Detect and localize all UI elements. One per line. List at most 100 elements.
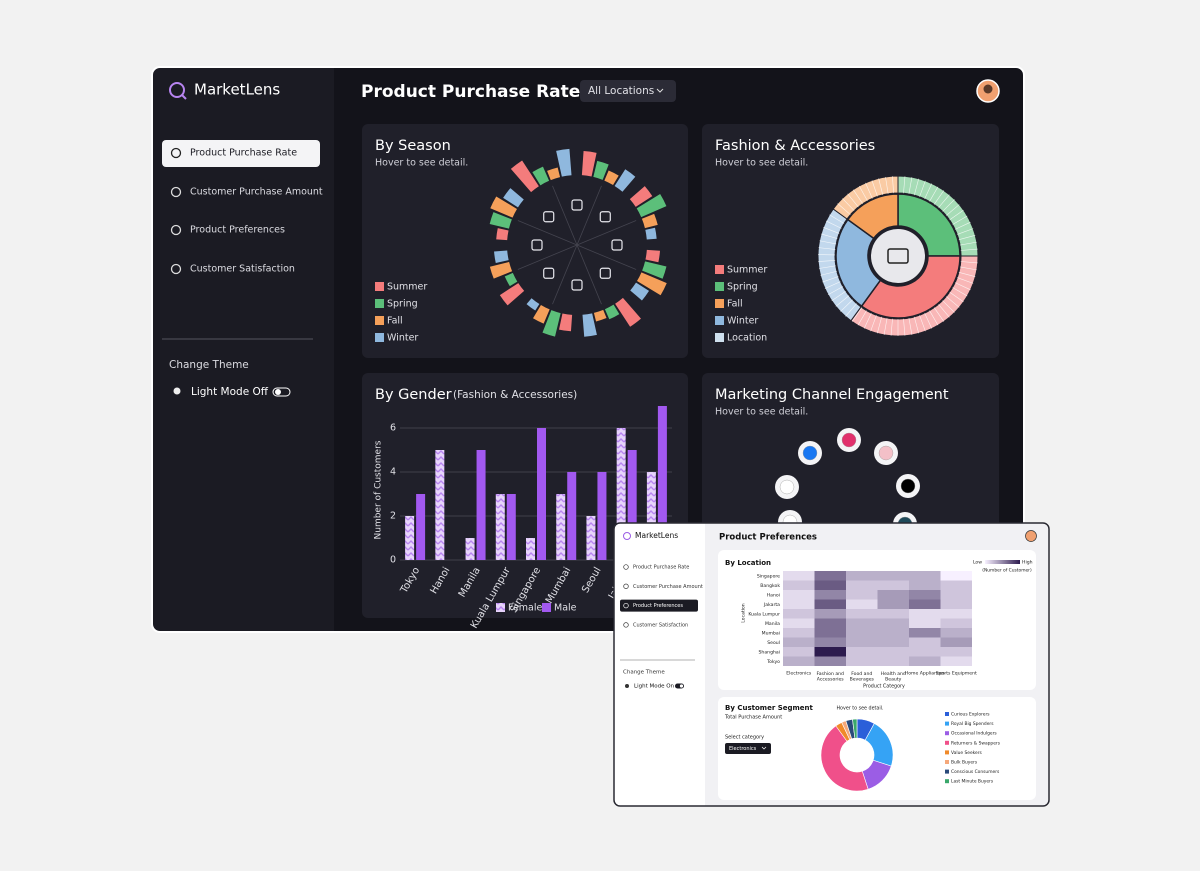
nav-active[interactable] bbox=[162, 140, 320, 167]
sunburst-slice-line bbox=[865, 182, 873, 199]
legend-swatch bbox=[375, 299, 384, 308]
legend-swatch bbox=[715, 299, 724, 308]
legend-swatch bbox=[715, 333, 724, 342]
location-filter[interactable] bbox=[580, 80, 676, 102]
radial-bar bbox=[532, 166, 550, 186]
sunburst-slice-line bbox=[858, 185, 868, 202]
heat-cell bbox=[877, 637, 909, 647]
heat-cell bbox=[846, 590, 878, 600]
category-icon bbox=[571, 279, 583, 291]
y-axis-label: Number of Customers bbox=[374, 440, 384, 539]
radial-bar bbox=[489, 261, 513, 279]
nav-icon bbox=[623, 602, 629, 609]
radial-bar bbox=[614, 169, 636, 192]
sunburst-slice-line bbox=[919, 180, 926, 197]
heat-cell bbox=[814, 590, 846, 600]
radial-bar bbox=[604, 304, 620, 320]
legend-swatch bbox=[945, 721, 949, 726]
nav-item[interactable]: Customer Purchase Amount bbox=[190, 187, 323, 198]
page-title: Product Preferences bbox=[719, 533, 817, 543]
sunburst-slice-line bbox=[853, 189, 864, 204]
nav-icon bbox=[170, 186, 182, 198]
bar bbox=[537, 428, 546, 560]
nav-item[interactable]: Customer Purchase Amount bbox=[633, 584, 703, 590]
heat-cell bbox=[783, 590, 815, 600]
center-icon bbox=[887, 248, 909, 264]
nav-icon bbox=[623, 564, 629, 570]
sunburst-inner bbox=[846, 193, 899, 240]
sunburst-slice-line bbox=[929, 186, 939, 202]
sunburst-slice-line bbox=[831, 290, 846, 301]
nav-item[interactable]: Product Preferences bbox=[633, 603, 683, 609]
bar bbox=[416, 494, 426, 560]
sunburst-slice-line bbox=[957, 228, 974, 235]
legend-swatch bbox=[945, 712, 949, 716]
channel-icon bbox=[779, 479, 795, 495]
nav-item[interactable]: Product Purchase Rate bbox=[190, 148, 297, 159]
row-label: Bangkok bbox=[760, 583, 780, 589]
sunburst-slice-line bbox=[818, 265, 836, 269]
sunburst-slice-line bbox=[903, 318, 906, 336]
legend-swatch bbox=[375, 316, 384, 325]
heat-cell bbox=[814, 599, 846, 609]
legend-label: Spring bbox=[727, 282, 758, 293]
page-title: Product Purchase Rate bbox=[361, 82, 580, 102]
nav-active[interactable] bbox=[620, 599, 698, 612]
legend-label: Bulk Buyers bbox=[951, 760, 978, 766]
heat-cell bbox=[909, 580, 941, 590]
column-label: Home Appliances bbox=[905, 671, 946, 677]
logo-icon bbox=[623, 532, 631, 540]
bar bbox=[567, 472, 577, 560]
radial-bar bbox=[503, 188, 524, 208]
legend-swatch bbox=[715, 316, 724, 325]
heat-cell bbox=[909, 618, 941, 628]
nav-item[interactable]: Customer Satisfaction bbox=[190, 264, 295, 275]
card-subtitle: Total Purchase Amount bbox=[724, 715, 782, 721]
toggle[interactable] bbox=[272, 387, 291, 397]
select-label: Select category bbox=[725, 735, 764, 741]
theme-toggle-label: Light Mode Off bbox=[191, 386, 269, 398]
sunburst-slice-line bbox=[959, 241, 977, 246]
heat-cell bbox=[783, 628, 815, 638]
row-label: Tokyo bbox=[766, 659, 780, 665]
heat-cell bbox=[783, 656, 815, 666]
nav-item[interactable]: Product Purchase Rate bbox=[633, 565, 689, 571]
radial-bar bbox=[547, 167, 561, 181]
legend-swatch bbox=[945, 769, 949, 774]
legend-label: Occasional Indulgers bbox=[951, 731, 997, 737]
heat-cell bbox=[814, 656, 846, 666]
heat-cell bbox=[877, 656, 909, 666]
radial-bar bbox=[494, 250, 509, 264]
sunburst-slice-line bbox=[924, 312, 933, 329]
card-title: By Season bbox=[375, 138, 451, 154]
legend-label: Curious Explorers bbox=[951, 712, 990, 718]
nav-icon bbox=[170, 147, 182, 159]
theme-toggle-label: Light Mode On bbox=[634, 684, 675, 690]
y-axis-label: Location bbox=[741, 603, 747, 623]
bar bbox=[586, 516, 596, 560]
legend-note: (Number of Customer) bbox=[982, 568, 1032, 574]
legend-label: Winter bbox=[727, 316, 758, 327]
legend-low: Low bbox=[973, 560, 982, 566]
heat-cell bbox=[940, 647, 972, 657]
legend-swatch bbox=[945, 750, 949, 755]
column-label: Electronics bbox=[786, 671, 812, 677]
nav-item[interactable]: Customer Satisfaction bbox=[633, 622, 688, 628]
heat-cell bbox=[940, 628, 972, 638]
legend-swatch bbox=[715, 265, 724, 274]
legend-swatch bbox=[496, 603, 505, 612]
column-label: Fashion and Accessories bbox=[817, 671, 845, 683]
category-select[interactable] bbox=[725, 743, 771, 754]
sunburst-slice-line bbox=[845, 303, 857, 317]
sunburst-slice-line bbox=[903, 176, 906, 194]
sunburst-slice-line bbox=[938, 304, 950, 318]
row-label: Singapore bbox=[757, 573, 780, 579]
nav-item[interactable]: Product Preferences bbox=[190, 225, 285, 236]
legend-swatch bbox=[945, 760, 949, 764]
legend-high: High bbox=[1022, 560, 1033, 566]
avatar[interactable] bbox=[1025, 530, 1037, 542]
heat-cell bbox=[814, 580, 846, 590]
donut-slice bbox=[852, 718, 858, 739]
radial-bar bbox=[630, 282, 650, 301]
